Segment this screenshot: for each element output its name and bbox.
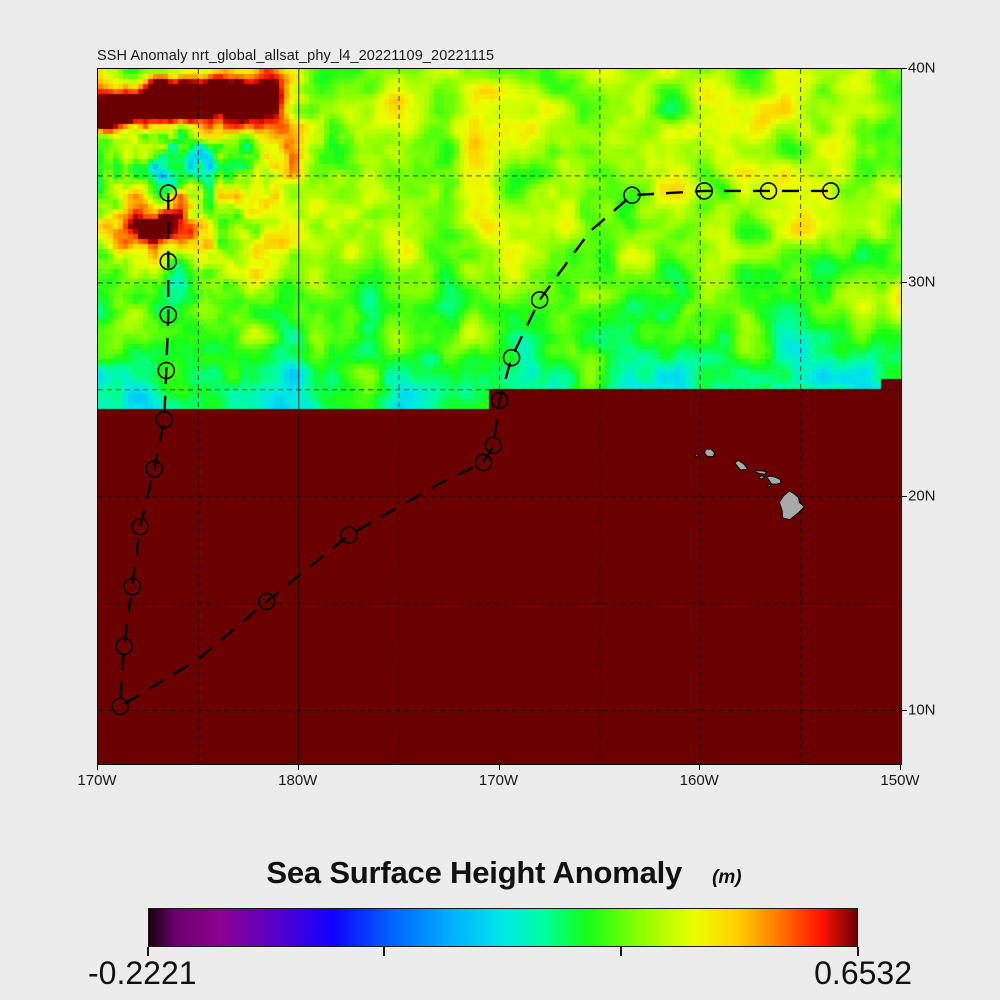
waypoint-marker[interactable] [340, 526, 358, 544]
waypoint-marker[interactable] [159, 184, 178, 202]
waypoint-marker[interactable] [474, 453, 493, 472]
map-gridlines [98, 69, 901, 764]
colorbar-tick-mark [857, 947, 859, 956]
y-axis-tick-mark [901, 709, 907, 711]
waypoint-marker[interactable] [502, 348, 521, 367]
colorbar-title: Sea Surface Height Anomaly [266, 855, 683, 890]
x-axis-tick-mark [900, 764, 901, 770]
island-polygon [703, 448, 715, 458]
waypoint-marker[interactable] [257, 592, 276, 611]
colorbar-tick-mark [147, 947, 149, 956]
y-axis-tick-mark [901, 281, 907, 283]
page-title: SSH Anomaly nrt_global_allsat_phy_l4_202… [97, 48, 495, 64]
waypoint-marker[interactable] [111, 697, 129, 716]
y-axis-tick-mark [901, 68, 907, 69]
waypoint-marker[interactable] [695, 182, 714, 200]
island-polygon [778, 490, 805, 521]
waypoint-marker[interactable] [131, 517, 149, 536]
island-polygon [758, 475, 765, 480]
waypoint-marker[interactable] [157, 361, 176, 380]
colorbar-max-label: 0.6532 [814, 955, 912, 991]
ship-track-line [118, 189, 831, 709]
waypoint-marker[interactable] [159, 252, 178, 271]
map-overlay-layer [98, 69, 901, 764]
hawaiian-islands [694, 448, 805, 521]
waypoint-marker[interactable] [821, 182, 840, 200]
waypoint-marker[interactable] [115, 637, 133, 656]
waypoint-marker[interactable] [490, 391, 509, 410]
waypoint-marker[interactable] [155, 410, 174, 429]
track-waypoint-markers [111, 182, 840, 716]
ship-track [118, 189, 831, 709]
waypoint-marker[interactable] [623, 186, 641, 204]
y-axis-tick-label: 40N [908, 59, 936, 77]
map-plot-area[interactable] [97, 68, 902, 765]
colorbar-min-label: -0.2221 [88, 955, 197, 991]
island-polygon [766, 475, 782, 485]
colorbar-units: (m) [712, 867, 742, 888]
colorbar-title-row: Sea Surface Height Anomaly (m) [148, 855, 860, 891]
x-axis-tick-mark [97, 764, 98, 770]
y-axis-tick-mark [901, 495, 907, 497]
waypoint-marker[interactable] [145, 460, 164, 478]
island-polygon [766, 483, 772, 488]
waypoint-marker[interactable] [123, 577, 141, 596]
colorbar-gradient[interactable] [148, 908, 858, 947]
x-axis-tick-label: 170W [77, 772, 117, 789]
y-axis-tick-label: 20N [908, 487, 936, 505]
waypoint-marker[interactable] [759, 182, 778, 200]
colorbar-tick-mark [383, 947, 386, 956]
x-axis-tick-mark [297, 764, 299, 770]
x-axis-tick-label: 160W [679, 772, 719, 789]
island-polygon [734, 459, 748, 471]
colorbar-legend: Sea Surface Height Anomaly (m) -0.2221 0… [0, 845, 1000, 1000]
x-axis-tick-label: 180W [278, 772, 318, 789]
waypoint-marker[interactable] [484, 436, 503, 455]
x-axis-tick-label: 150W [880, 772, 920, 789]
y-axis-tick-label: 10N [908, 701, 936, 719]
x-axis-tick-label: 170W [478, 772, 519, 789]
island-polygon [753, 470, 767, 475]
x-axis-tick-mark [498, 764, 500, 770]
waypoint-marker[interactable] [530, 291, 549, 309]
x-axis-tick-mark [699, 764, 701, 770]
island-polygon [694, 452, 700, 459]
y-axis-tick-label: 30N [908, 273, 936, 291]
colorbar-tick-mark [619, 947, 622, 956]
waypoint-marker[interactable] [159, 306, 178, 324]
